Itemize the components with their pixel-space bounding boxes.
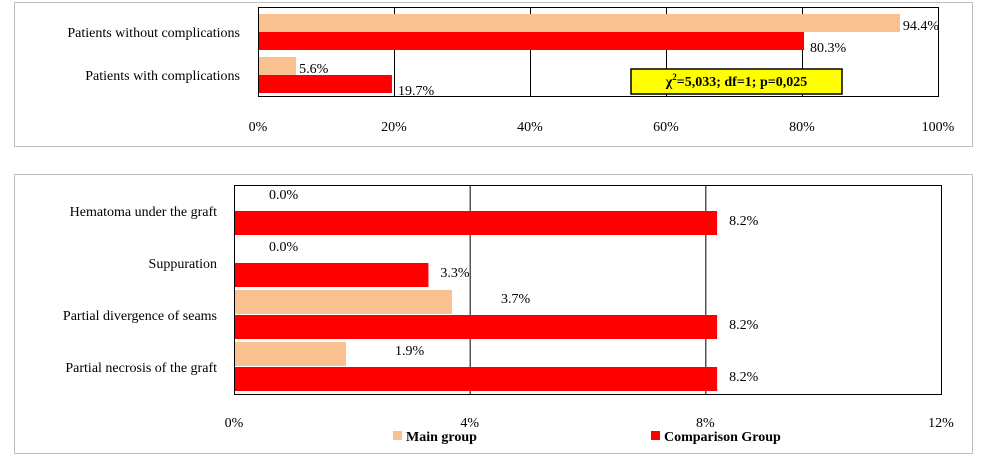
data-label-main: 3.7%: [501, 292, 531, 307]
chi-superscript: 2: [672, 72, 677, 82]
data-label-main: 0.0%: [269, 240, 299, 255]
x-tick-label: 40%: [517, 120, 543, 135]
category-label: Suppuration: [149, 257, 217, 272]
data-label-comparison: 3.3%: [440, 266, 470, 281]
bar-comparison: [258, 75, 392, 93]
statistics-annotation-text: χ2=5,033; df=1; p=0,025: [665, 72, 807, 90]
data-label-comparison: 8.2%: [729, 370, 759, 385]
bar-main: [234, 290, 452, 314]
plot-area-2: [234, 185, 942, 395]
data-label-main: 5.6%: [299, 62, 329, 77]
x-tick-label: 8%: [696, 416, 715, 431]
chi-statistic: =5,033; df=1; p=0,025: [677, 75, 808, 90]
legend-swatch-comparison: [651, 431, 660, 440]
x-tick-label: 0%: [225, 416, 244, 431]
chi-symbol: χ: [665, 75, 673, 90]
category-label: Patients with complications: [85, 69, 240, 84]
legend-label-comparison: Comparison Group: [664, 430, 781, 445]
data-label-main: 1.9%: [395, 344, 425, 359]
x-tick-label: 100%: [922, 120, 955, 135]
category-label: Partial necrosis of the graft: [65, 361, 217, 376]
statistics-annotation-box: [630, 68, 843, 95]
x-tick-label: 80%: [789, 120, 815, 135]
bar-comparison: [234, 367, 718, 391]
x-tick-label: 12%: [928, 416, 954, 431]
bar-main: [258, 57, 297, 75]
legend-swatch-main: [393, 431, 402, 440]
x-tick-label: 60%: [653, 120, 679, 135]
chart-panel-1: Patients without complications Patients w…: [14, 2, 973, 147]
chart-panel-2: Hematoma under the graft Suppuration Parti…: [14, 174, 973, 454]
data-label-comparison: 8.2%: [729, 318, 759, 333]
bar-comparison: [234, 263, 429, 287]
bar-main: [258, 14, 900, 32]
category-label: Hematoma under the graft: [70, 205, 217, 220]
bar-comparison: [234, 211, 718, 235]
plot-area-1: [258, 7, 939, 97]
x-tick-label: 4%: [460, 416, 479, 431]
x-tick-label: 0%: [249, 120, 268, 135]
data-label-comparison: 19.7%: [398, 84, 435, 99]
category-label: Patients without complications: [67, 26, 240, 41]
data-label-comparison: 80.3%: [810, 41, 847, 56]
data-label-main: 0.0%: [269, 188, 299, 203]
category-label: Partial divergence of seams: [63, 309, 217, 324]
legend-label-main: Main group: [406, 430, 477, 445]
statistics-annotation: χ2=5,033; df=1; p=0,025: [630, 68, 843, 95]
data-label-comparison: 8.2%: [729, 214, 759, 229]
x-tick-label: 20%: [381, 120, 407, 135]
bar-comparison: [258, 32, 805, 50]
legend: Main group Comparison Group: [393, 430, 781, 445]
bar-main: [234, 342, 346, 366]
data-label-main: 94.4%: [903, 19, 940, 34]
bar-comparison: [234, 315, 718, 339]
